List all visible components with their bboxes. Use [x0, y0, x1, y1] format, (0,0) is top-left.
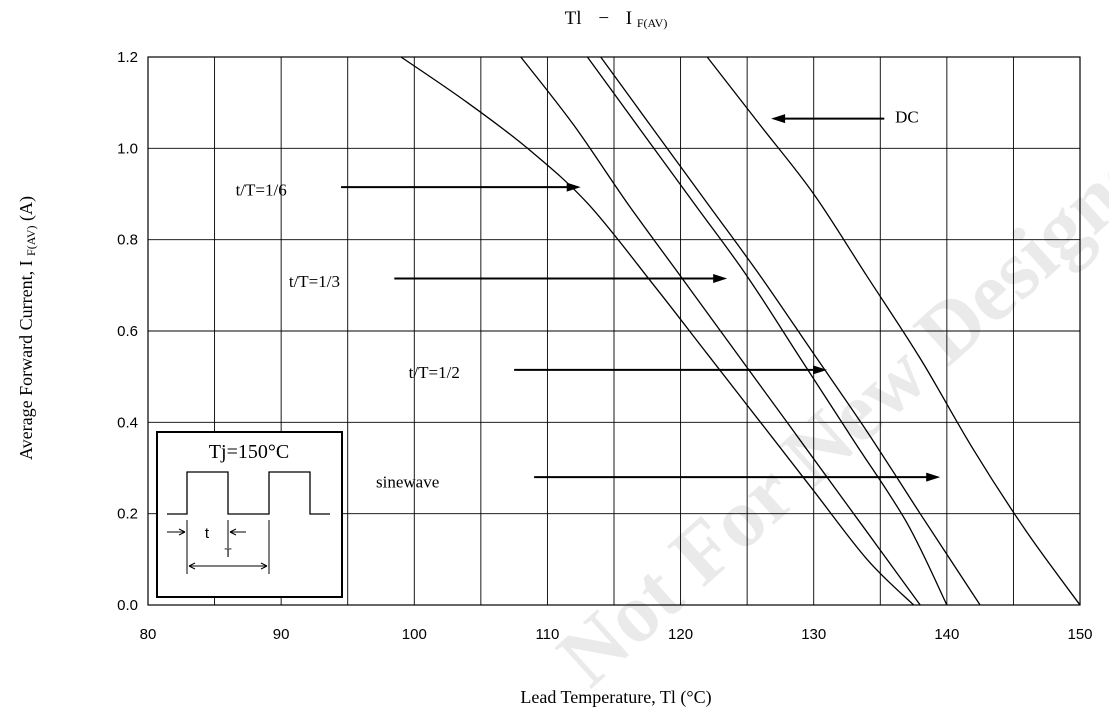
curves	[400, 56, 1081, 606]
watermark-text: Not For New Designs	[540, 129, 1109, 704]
curve-t-t-1-2	[586, 56, 948, 606]
x-tick-label: 90	[273, 626, 290, 643]
x-tick-label: 150	[1067, 626, 1092, 643]
curve-sinewave	[600, 56, 981, 606]
grid	[148, 57, 1080, 605]
annotation-arrowhead-dc	[771, 114, 786, 124]
x-axis-ticks: 80 90 100 110 120 130 140 150	[140, 626, 1093, 643]
y-tick-label: 0.2	[117, 506, 138, 523]
t-arrowhead-left	[178, 528, 186, 536]
pulse-waveform	[167, 471, 330, 515]
y-axis-ticks: 0.0 0.2 0.4 0.6 0.8 1.0 1.2	[117, 49, 138, 614]
y-tick-label: 0.6	[117, 323, 138, 340]
chart-title: Tl − I F(AV)	[565, 8, 668, 30]
curve-t-t-1-3	[520, 56, 921, 606]
chart-title-symbol: I	[626, 8, 632, 29]
annotation-arrowhead-sinewave	[926, 472, 941, 482]
x-tick-label: 120	[668, 626, 693, 643]
chart-title-subscript: F(AV)	[637, 16, 667, 30]
inset-t-label: t	[205, 525, 210, 542]
annotation-label-t-t-1-2: t/T=1/2	[409, 363, 460, 382]
annotation-arrowhead-t-t-1-3	[713, 273, 728, 283]
waveform-inset: Tj=150°C t T	[156, 431, 343, 598]
y-tick-label: 1.2	[117, 49, 138, 66]
y-axis-title-subscript: F(AV)	[24, 225, 38, 255]
T-arrowheads	[188, 562, 268, 570]
annotation-arrowhead-t-t-1-2	[813, 365, 828, 375]
y-tick-label: 0.4	[117, 414, 138, 431]
annotations: DC t/T=1/6 t/T=1/3 t/T=1/2 sinewave	[236, 107, 941, 492]
y-tick-label: 0.0	[117, 597, 138, 614]
x-tick-label: 130	[801, 626, 826, 643]
annotation-label-t-t-1-3: t/T=1/3	[289, 272, 340, 291]
inset-T-label: T	[224, 546, 232, 560]
inset-label: Tj=150°C	[209, 441, 289, 463]
plot-frame	[147, 56, 1081, 606]
chart-title-dash: −	[598, 8, 609, 29]
annotation-label-t-t-1-6: t/T=1/6	[236, 180, 287, 199]
annotation-arrowhead-t-t-1-6	[566, 182, 581, 192]
x-axis-title: Lead Temperature, Tl (°C)	[520, 687, 711, 708]
y-axis-title-main: Average Forward Current, I	[16, 260, 36, 460]
curve-t-t-1-6	[400, 56, 915, 606]
chart-title-main: Tl	[565, 8, 582, 29]
t-arrowhead-right	[229, 528, 237, 536]
annotation-label-sinewave: sinewave	[376, 473, 439, 492]
x-tick-label: 140	[934, 626, 959, 643]
annotation-label-dc: DC	[895, 107, 919, 126]
x-tick-label: 100	[402, 626, 427, 643]
y-tick-label: 0.8	[117, 232, 138, 249]
y-tick-label: 1.0	[117, 140, 138, 157]
x-tick-label: 80	[140, 626, 157, 643]
y-axis-title-unit: (A)	[16, 196, 37, 221]
curve-dc	[706, 56, 1081, 606]
y-axis-title: Average Forward Current, I F(AV) (A)	[16, 196, 39, 460]
x-tick-label: 110	[535, 626, 559, 643]
watermark: Not For New Designs	[540, 129, 1109, 704]
